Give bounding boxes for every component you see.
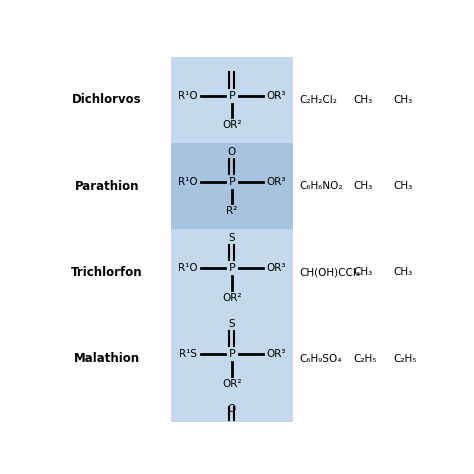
Text: OR³: OR³ — [266, 177, 286, 187]
Text: CH₃: CH₃ — [393, 181, 413, 191]
Text: R¹O: R¹O — [178, 177, 197, 187]
Bar — [171, 57, 292, 143]
Text: Parathion: Parathion — [75, 180, 139, 193]
Text: CH₃: CH₃ — [393, 95, 413, 105]
Text: Dichlorvos: Dichlorvos — [72, 93, 142, 107]
Text: CH₃: CH₃ — [353, 95, 373, 105]
Text: Malathion: Malathion — [74, 352, 140, 365]
Text: CH₃: CH₃ — [353, 267, 373, 277]
Bar — [171, 143, 292, 229]
Text: OR³: OR³ — [266, 263, 286, 273]
Text: CH₃: CH₃ — [353, 181, 373, 191]
Text: OR²: OR² — [222, 292, 242, 302]
Text: P: P — [228, 263, 235, 273]
Bar — [171, 316, 292, 402]
Text: P: P — [228, 91, 235, 100]
Text: CH₃: CH₃ — [393, 267, 413, 277]
Text: P: P — [228, 349, 235, 359]
Bar — [171, 229, 292, 316]
Text: OR³: OR³ — [266, 349, 286, 359]
Text: R²: R² — [226, 206, 237, 216]
Bar — [171, 402, 292, 422]
Text: O: O — [228, 147, 236, 157]
Text: P: P — [228, 177, 235, 187]
Text: OR²: OR² — [222, 120, 242, 130]
Text: OR³: OR³ — [266, 91, 286, 100]
Text: C₂H₂Cl₂: C₂H₂Cl₂ — [300, 95, 338, 105]
Text: S: S — [228, 233, 235, 243]
Text: CH(OH)CCl₃: CH(OH)CCl₃ — [300, 267, 361, 277]
Text: R¹O: R¹O — [178, 91, 197, 100]
Text: O: O — [228, 404, 236, 414]
Text: OR²: OR² — [222, 379, 242, 389]
Text: C₂H₅: C₂H₅ — [353, 354, 376, 364]
Text: S: S — [228, 319, 235, 329]
Text: Trichlorfon: Trichlorfon — [71, 266, 143, 279]
Text: R¹O: R¹O — [178, 263, 197, 273]
Text: R¹S: R¹S — [179, 349, 197, 359]
Text: C₆H₆NO₂: C₆H₆NO₂ — [300, 181, 343, 191]
Text: C₆H₉SO₄: C₆H₉SO₄ — [300, 354, 342, 364]
Text: C₂H₅: C₂H₅ — [393, 354, 417, 364]
